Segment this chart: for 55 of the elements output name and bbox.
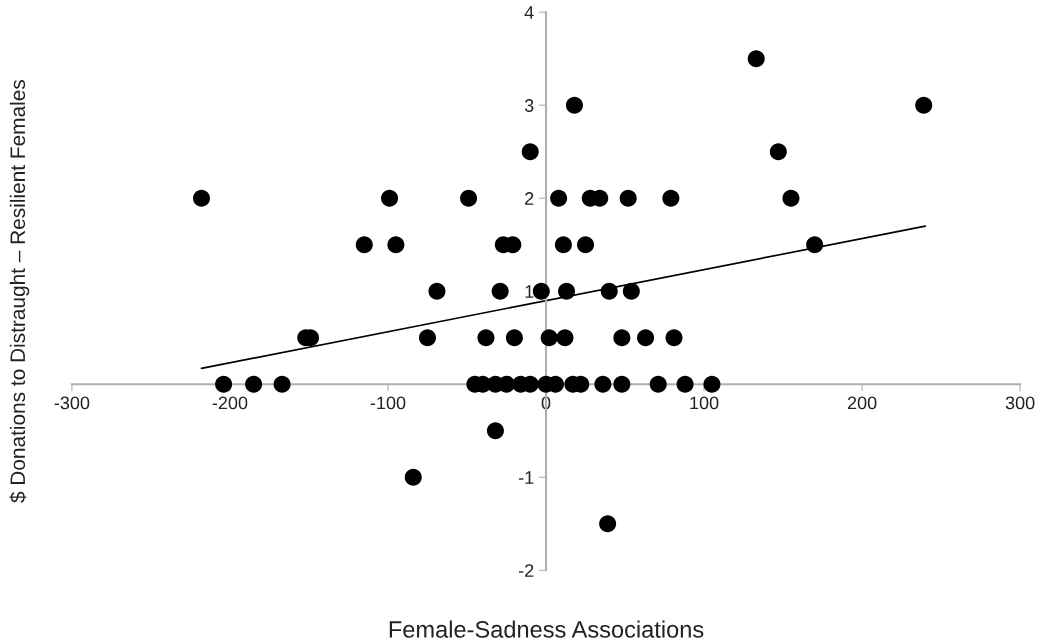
y-tick-label: -1 — [518, 471, 534, 484]
point — [637, 329, 655, 347]
x-tick-label: 100 — [690, 396, 719, 410]
point — [404, 468, 422, 486]
point — [769, 143, 787, 161]
x-tick-label: 200 — [847, 396, 877, 410]
point — [613, 375, 631, 393]
point — [486, 422, 504, 440]
point — [215, 375, 233, 393]
point — [676, 375, 694, 393]
point — [662, 189, 680, 207]
x-tick-label: -100 — [370, 396, 406, 410]
point — [665, 329, 683, 347]
point — [540, 329, 558, 347]
point — [599, 515, 617, 533]
point — [387, 236, 405, 254]
x-tick-label: 300 — [1005, 396, 1035, 410]
point — [192, 189, 210, 207]
point — [355, 236, 373, 254]
y-tick-label: 2 — [525, 192, 534, 205]
x-axis-title: Female-Sadness Associations — [389, 620, 704, 638]
y-tick-label: -2 — [518, 564, 534, 577]
point — [565, 96, 583, 114]
point — [613, 329, 631, 347]
point — [273, 375, 291, 393]
point — [622, 282, 640, 300]
point — [477, 329, 495, 347]
point — [428, 282, 446, 300]
point — [747, 50, 765, 68]
x-tick-label: -200 — [212, 396, 248, 410]
point — [460, 189, 478, 207]
y-tick-label: 4 — [524, 6, 534, 19]
point — [594, 375, 612, 393]
y-tick-label: 3 — [524, 99, 534, 112]
point — [556, 329, 574, 347]
point — [381, 189, 399, 207]
point — [600, 282, 618, 300]
point — [703, 375, 721, 393]
point — [915, 96, 933, 114]
point — [554, 236, 572, 254]
y-axis-title: $ Donations to Distraught – Resilient Females — [9, 80, 30, 503]
x-tick-label: -300 — [54, 396, 90, 410]
point — [782, 189, 800, 207]
point — [491, 282, 509, 300]
point — [418, 329, 436, 347]
point — [649, 375, 667, 393]
point — [505, 329, 523, 347]
point — [245, 375, 263, 393]
point — [521, 143, 539, 161]
point — [550, 189, 568, 207]
point — [577, 236, 595, 254]
point — [619, 189, 637, 207]
point — [558, 282, 576, 300]
point — [532, 282, 550, 300]
point — [806, 236, 824, 254]
